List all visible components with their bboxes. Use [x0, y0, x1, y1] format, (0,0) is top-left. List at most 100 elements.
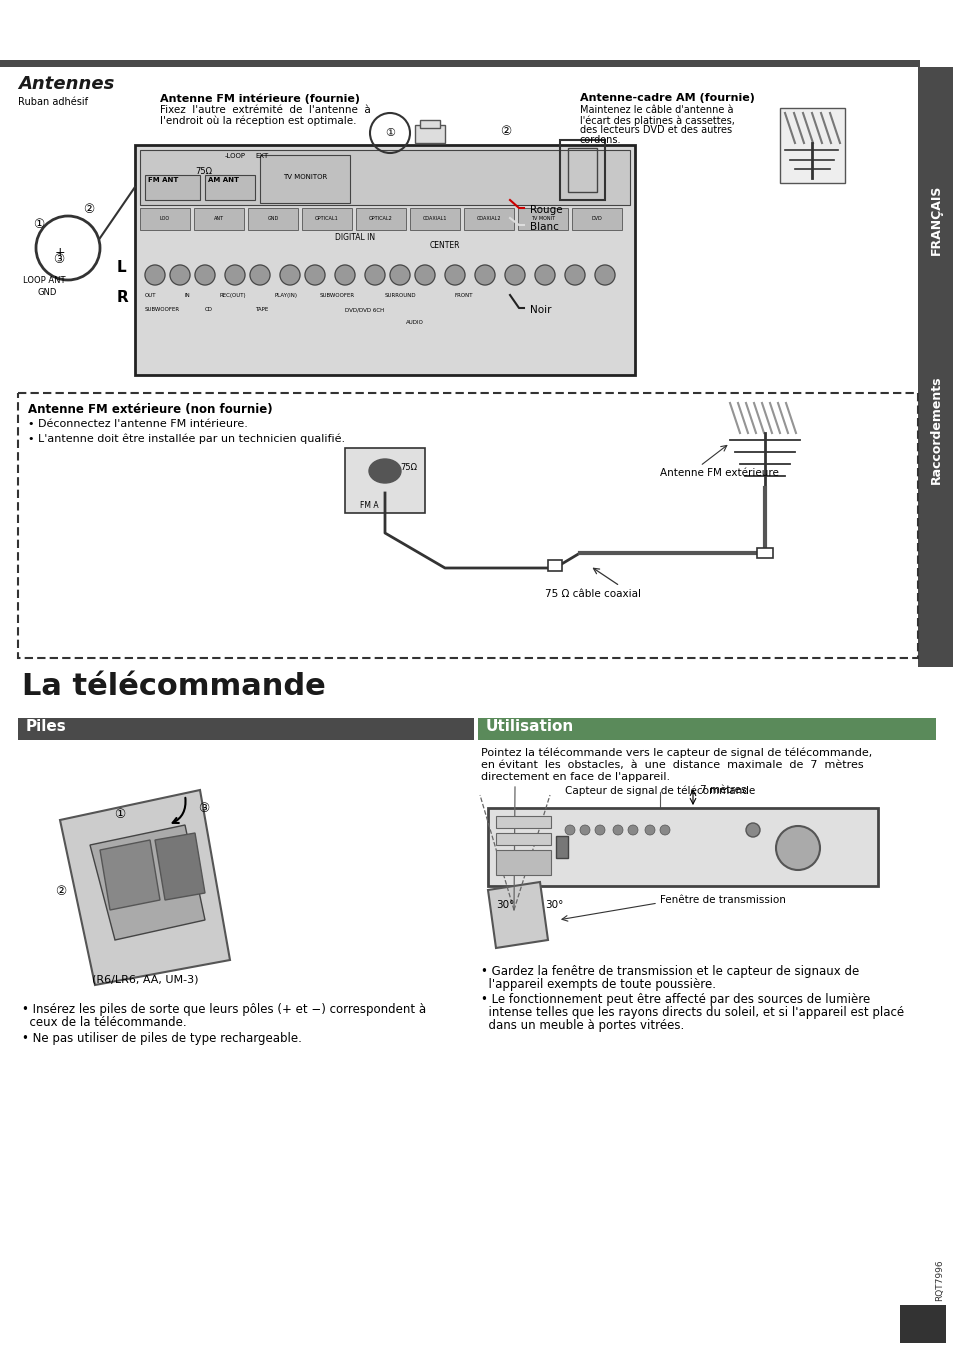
Bar — [135, 146, 635, 375]
Text: -LOOP: -LOOP — [225, 154, 246, 159]
Circle shape — [504, 266, 524, 284]
Text: +: + — [163, 841, 172, 851]
Polygon shape — [90, 825, 205, 940]
Text: LOO: LOO — [160, 217, 170, 221]
Text: ②: ② — [83, 204, 94, 216]
Text: DVD/DVD 6CH: DVD/DVD 6CH — [345, 307, 384, 311]
Text: OUT: OUT — [145, 293, 156, 298]
Bar — [0, 1316, 953, 1348]
Circle shape — [745, 824, 760, 837]
Circle shape — [145, 266, 165, 284]
Polygon shape — [100, 840, 160, 910]
Text: TAPE: TAPE — [254, 307, 268, 311]
Bar — [193, 208, 244, 231]
Text: en évitant  les  obstacles,  à  une  distance  maximale  de  7  mètres: en évitant les obstacles, à une distance… — [480, 760, 862, 770]
Text: R: R — [117, 290, 129, 305]
Text: Fenêtre de transmission: Fenêtre de transmission — [659, 895, 785, 905]
Polygon shape — [488, 882, 547, 948]
Text: l'appareil exempts de toute poussière.: l'appareil exempts de toute poussière. — [480, 979, 716, 991]
Text: Antenne FM intérieure (fournie): Antenne FM intérieure (fournie) — [160, 93, 359, 104]
Circle shape — [194, 266, 214, 284]
Text: CD: CD — [205, 307, 213, 311]
Circle shape — [775, 826, 820, 869]
Text: +: + — [115, 857, 125, 868]
Text: l'endroit où la réception est optimale.: l'endroit où la réception est optimale. — [160, 116, 356, 127]
Bar — [496, 833, 551, 845]
Text: Utilisation: Utilisation — [485, 718, 574, 735]
Circle shape — [250, 266, 270, 284]
Text: TV MONITOR: TV MONITOR — [283, 174, 327, 181]
Text: RQT7996: RQT7996 — [935, 1259, 943, 1301]
Text: PLAY(IN): PLAY(IN) — [274, 293, 297, 298]
Text: Noir: Noir — [530, 305, 551, 315]
Text: ②: ② — [55, 886, 66, 898]
Text: SURROUND: SURROUND — [385, 293, 416, 298]
Text: Capteur de signal de télécommande: Capteur de signal de télécommande — [564, 786, 755, 797]
Circle shape — [644, 825, 655, 834]
Text: EXT: EXT — [254, 154, 268, 159]
Text: SUBWOOFER: SUBWOOFER — [319, 293, 355, 298]
Text: COAXIAL1: COAXIAL1 — [422, 217, 447, 221]
Text: GND: GND — [38, 288, 57, 297]
Text: 7 mètres: 7 mètres — [700, 785, 745, 795]
Text: FM ANT: FM ANT — [148, 177, 178, 183]
Circle shape — [579, 825, 589, 834]
Bar — [419, 120, 439, 128]
Text: • Déconnectez l'antenne FM intérieure.: • Déconnectez l'antenne FM intérieure. — [28, 419, 248, 429]
Text: ①: ① — [33, 218, 44, 231]
Text: TV MONIT: TV MONIT — [531, 217, 555, 221]
Circle shape — [305, 266, 325, 284]
Circle shape — [613, 825, 622, 834]
Circle shape — [365, 266, 385, 284]
Bar — [899, 1305, 945, 1343]
Text: • Ne pas utiliser de piles de type rechargeable.: • Ne pas utiliser de piles de type recha… — [22, 1033, 301, 1045]
Text: 30°: 30° — [496, 900, 514, 910]
Text: cordons.: cordons. — [579, 135, 620, 146]
Bar — [410, 208, 459, 231]
Text: dans un meuble à portes vitrées.: dans un meuble à portes vitrées. — [480, 1019, 683, 1033]
Bar — [0, 0, 953, 61]
Text: Ruban adhésif: Ruban adhésif — [18, 97, 88, 106]
Text: −: − — [183, 878, 193, 887]
Text: 11: 11 — [906, 1308, 938, 1328]
Circle shape — [595, 266, 615, 284]
Bar — [18, 718, 474, 740]
Circle shape — [475, 266, 495, 284]
Text: La télécommande: La télécommande — [22, 673, 325, 701]
Text: IN: IN — [185, 293, 191, 298]
Text: 75Ω: 75Ω — [194, 167, 212, 177]
Bar — [496, 816, 551, 828]
Text: GND: GND — [267, 217, 278, 221]
Text: CENTER: CENTER — [429, 240, 459, 249]
Text: (R6/LR6, AA, UM-3): (R6/LR6, AA, UM-3) — [91, 975, 198, 985]
Bar — [260, 155, 350, 204]
Bar — [248, 208, 297, 231]
Text: AUDIO: AUDIO — [406, 319, 423, 325]
Text: intense telles que les rayons directs du soleil, et si l'appareil est placé: intense telles que les rayons directs du… — [480, 1006, 903, 1019]
Text: 75Ω: 75Ω — [399, 462, 416, 472]
Circle shape — [225, 266, 245, 284]
Text: Maintenez le câble d'antenne à: Maintenez le câble d'antenne à — [579, 105, 733, 115]
Bar — [302, 208, 352, 231]
Text: +: + — [54, 247, 65, 260]
Text: • L'antenne doit être installée par un technicien qualifié.: • L'antenne doit être installée par un t… — [28, 433, 345, 443]
Circle shape — [444, 266, 464, 284]
Text: DIGITAL IN: DIGITAL IN — [335, 232, 375, 241]
Bar — [556, 836, 567, 857]
Text: ②: ② — [499, 125, 511, 137]
Text: AM ANT: AM ANT — [208, 177, 239, 183]
Text: Pointez la télécommande vers le capteur de signal de télécommande,: Pointez la télécommande vers le capteur … — [480, 748, 871, 759]
Bar — [140, 208, 190, 231]
Bar — [463, 208, 514, 231]
Bar — [18, 394, 917, 658]
Circle shape — [280, 266, 299, 284]
Text: OPTICAL1: OPTICAL1 — [314, 217, 338, 221]
Bar — [145, 175, 200, 200]
Text: FRANÇAIS: FRANÇAIS — [928, 185, 942, 255]
Circle shape — [564, 266, 584, 284]
Text: FRONT: FRONT — [455, 293, 473, 298]
Text: ①: ① — [114, 807, 126, 821]
Bar — [345, 448, 424, 514]
Bar — [0, 61, 919, 67]
Polygon shape — [154, 833, 205, 900]
